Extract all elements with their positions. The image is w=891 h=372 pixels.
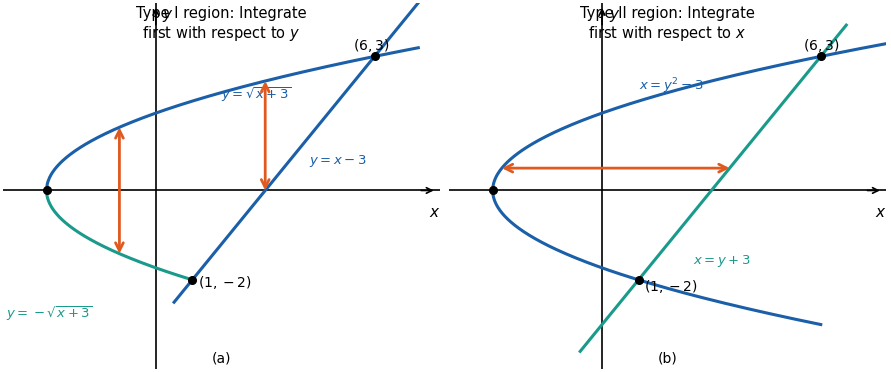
- Text: $x$: $x$: [429, 205, 440, 220]
- Text: $(1, -2)$: $(1, -2)$: [198, 273, 251, 291]
- Text: $(6, 3)$: $(6, 3)$: [353, 37, 389, 54]
- Text: $y = \sqrt{x + 3}$: $y = \sqrt{x + 3}$: [222, 85, 292, 104]
- Text: (b): (b): [658, 352, 677, 366]
- Text: $y = -\sqrt{x + 3}$: $y = -\sqrt{x + 3}$: [6, 304, 94, 323]
- Text: $(1, -2)$: $(1, -2)$: [644, 278, 698, 295]
- Text: $(6, 3)$: $(6, 3)$: [803, 37, 839, 54]
- Text: Type I region: Integrate
first with respect to $y$: Type I region: Integrate first with resp…: [136, 6, 307, 43]
- Text: Type II region: Integrate
first with respect to $x$: Type II region: Integrate first with res…: [580, 6, 755, 43]
- Text: (a): (a): [212, 352, 232, 366]
- Text: $y = x - 3$: $y = x - 3$: [309, 153, 367, 169]
- Text: $x$: $x$: [875, 205, 887, 220]
- Text: $x = y^2 - 3$: $x = y^2 - 3$: [639, 76, 703, 96]
- Text: $y$: $y$: [162, 8, 174, 24]
- Text: $x = y + 3$: $x = y + 3$: [693, 253, 751, 269]
- Text: $y$: $y$: [609, 8, 620, 24]
